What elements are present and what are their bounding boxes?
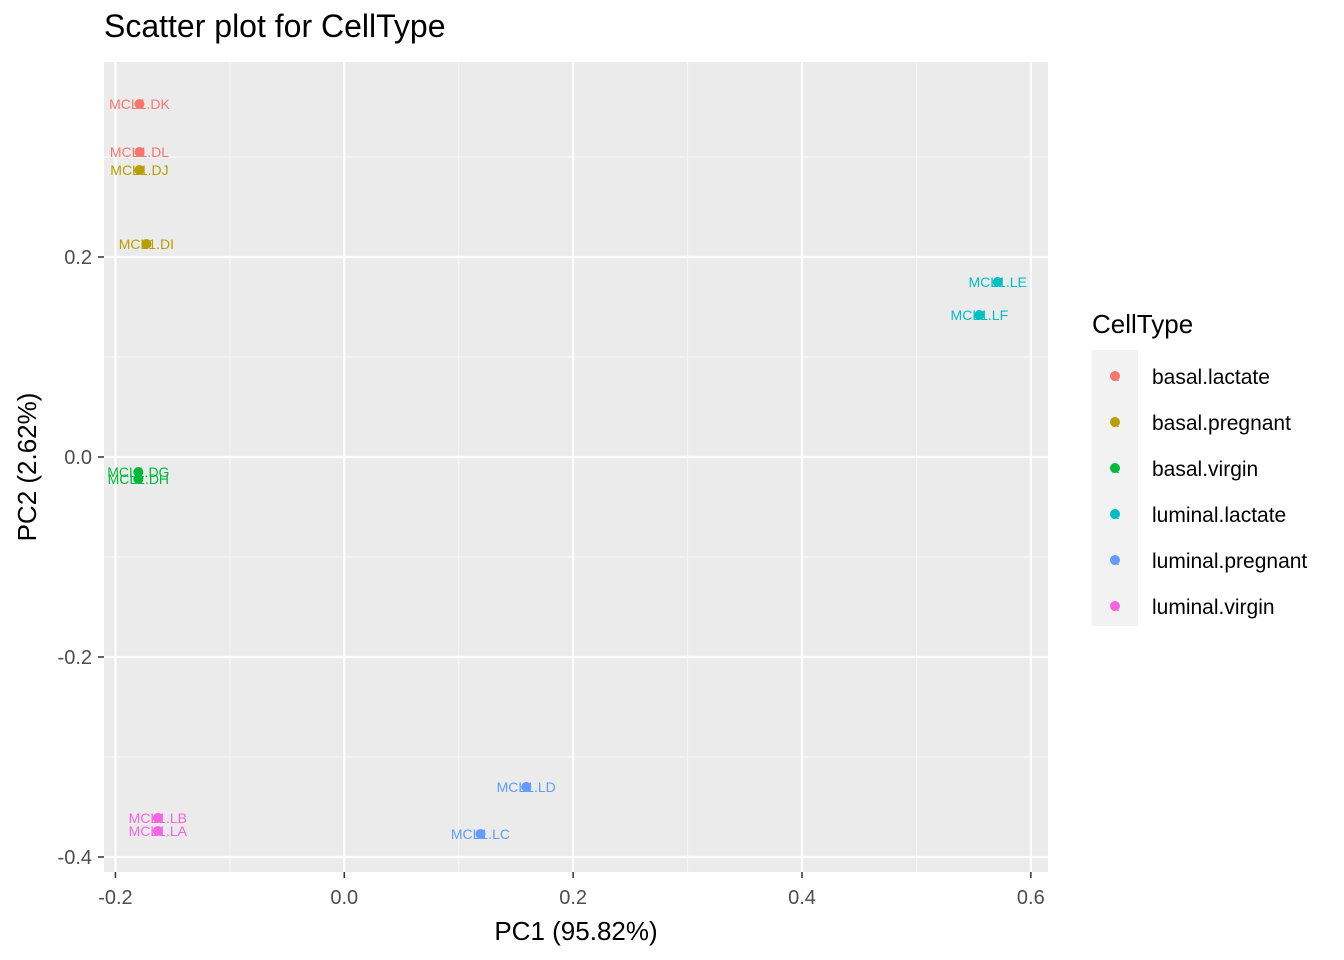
point-label: MCL1.DI	[119, 236, 174, 252]
data-point	[475, 829, 486, 839]
legend-label: basal.pregnant	[1152, 412, 1291, 435]
legend-label: luminal.lactate	[1152, 504, 1286, 527]
point-label: MCL1.DG	[107, 464, 169, 480]
legend-key-letter: a	[1111, 460, 1119, 476]
point-label: MCL1.LC	[451, 826, 510, 842]
x-tick-label: 0.4	[788, 887, 816, 909]
legend-key	[1110, 509, 1120, 519]
data-point	[134, 147, 145, 157]
x-axis-title: PC1 (95.82%)	[494, 916, 657, 946]
data-point	[521, 782, 532, 792]
point-label: MCL1.LB	[129, 810, 187, 826]
x-tick-label: -0.2	[98, 887, 132, 909]
legend-label: basal.lactate	[1152, 366, 1270, 389]
y-tick-label: -0.4	[58, 847, 92, 869]
legend-key-letter: a	[1111, 552, 1119, 568]
point-labels: MCL1.DKMCL1.DLMCL1.DJMCL1.DIMCL1.DGMCL1.…	[107, 96, 1027, 842]
legend-key-letter: a	[1111, 506, 1119, 522]
data-point	[992, 277, 1003, 287]
data-point	[133, 474, 144, 484]
data-point	[141, 239, 152, 249]
legend-key-letter: a	[1111, 414, 1119, 430]
legend-key	[1110, 371, 1120, 381]
legend-key	[1110, 555, 1120, 565]
y-axis-title: PC2 (2.62%)	[12, 393, 42, 542]
x-axis: -0.2 0.0 0.2 0.4 0.6	[98, 872, 1045, 909]
point-label: MCL1.LE	[968, 274, 1026, 290]
point-label: MCL1.DK	[109, 96, 170, 112]
legend-label: luminal.virgin	[1152, 596, 1275, 619]
legend-title: CellType	[1092, 309, 1193, 339]
data-point	[134, 99, 145, 109]
point-label: MCL1.DL	[110, 144, 169, 160]
x-tick-label: 0.0	[330, 887, 358, 909]
legend-key	[1110, 417, 1120, 427]
legend-key	[1110, 463, 1120, 473]
legend: CellType a basal.lactate a basal.pregnant a b…	[1092, 309, 1307, 626]
y-tick-label: 0.2	[64, 247, 92, 269]
minor-gridlines	[104, 62, 1048, 872]
data-points	[133, 99, 1003, 839]
x-tick-label: 0.2	[559, 887, 587, 909]
legend-key-letter: a	[1111, 368, 1119, 384]
data-point	[134, 165, 145, 175]
data-point	[133, 467, 144, 477]
point-label: MCL1.LA	[129, 823, 188, 839]
y-axis: -0.4 -0.2 0.0 0.2	[58, 247, 104, 869]
y-tick-label: 0.0	[64, 447, 92, 469]
data-point	[974, 310, 985, 320]
point-label: MCL1.DJ	[110, 162, 168, 178]
legend-key-letter: a	[1111, 598, 1119, 614]
data-point	[152, 813, 163, 823]
legend-label: basal.virgin	[1152, 458, 1258, 481]
legend-key	[1110, 601, 1120, 611]
plot-panel	[104, 62, 1048, 872]
point-label: MCL1.LD	[497, 779, 556, 795]
y-tick-label: -0.2	[58, 647, 92, 669]
data-point	[152, 826, 163, 836]
x-tick-label: 0.6	[1017, 887, 1045, 909]
chart-title: Scatter plot for CellType	[104, 8, 446, 44]
point-label: MCL1.DH	[108, 471, 169, 487]
legend-key-background	[1092, 350, 1138, 626]
major-gridlines	[104, 62, 1048, 872]
legend-label: luminal.pregnant	[1152, 550, 1307, 573]
point-label: MCL1.LF	[951, 307, 1009, 323]
